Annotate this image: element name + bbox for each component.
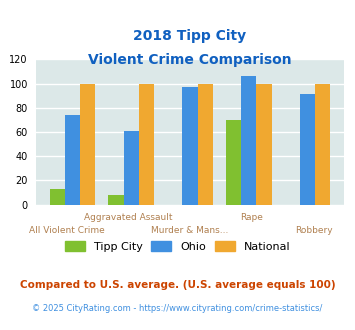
Bar (108, 195, 124, 205)
Legend: Tipp City, Ohio, National: Tipp City, Ohio, National (60, 237, 295, 256)
Text: All Violent Crime: All Violent Crime (28, 226, 104, 235)
Text: 2018 Tipp City: 2018 Tipp City (133, 29, 246, 43)
Bar (315, 83, 330, 205)
Bar (198, 83, 213, 205)
Bar (300, 94, 315, 205)
Bar (65, 115, 80, 205)
Bar (256, 83, 272, 205)
Text: Robbery: Robbery (295, 226, 332, 235)
Bar (139, 83, 154, 205)
Bar (80, 83, 95, 205)
Text: © 2025 CityRating.com - https://www.cityrating.com/crime-statistics/: © 2025 CityRating.com - https://www.city… (32, 304, 323, 313)
Text: Aggravated Assault: Aggravated Assault (84, 213, 173, 222)
Text: Violent Crime Comparison: Violent Crime Comparison (88, 53, 292, 67)
Bar (241, 76, 256, 205)
Text: Rape: Rape (240, 213, 263, 222)
Text: Compared to U.S. average. (U.S. average equals 100): Compared to U.S. average. (U.S. average … (20, 280, 335, 290)
Bar (50, 189, 65, 205)
Bar (124, 131, 139, 205)
Bar (226, 120, 241, 205)
Text: Murder & Mans...: Murder & Mans... (151, 226, 229, 235)
Bar (182, 87, 198, 205)
